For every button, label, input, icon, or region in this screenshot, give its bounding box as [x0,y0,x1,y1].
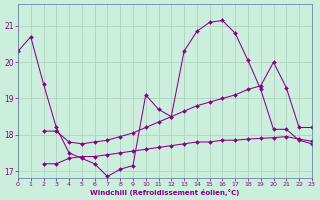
X-axis label: Windchill (Refroidissement éolien,°C): Windchill (Refroidissement éolien,°C) [90,189,240,196]
